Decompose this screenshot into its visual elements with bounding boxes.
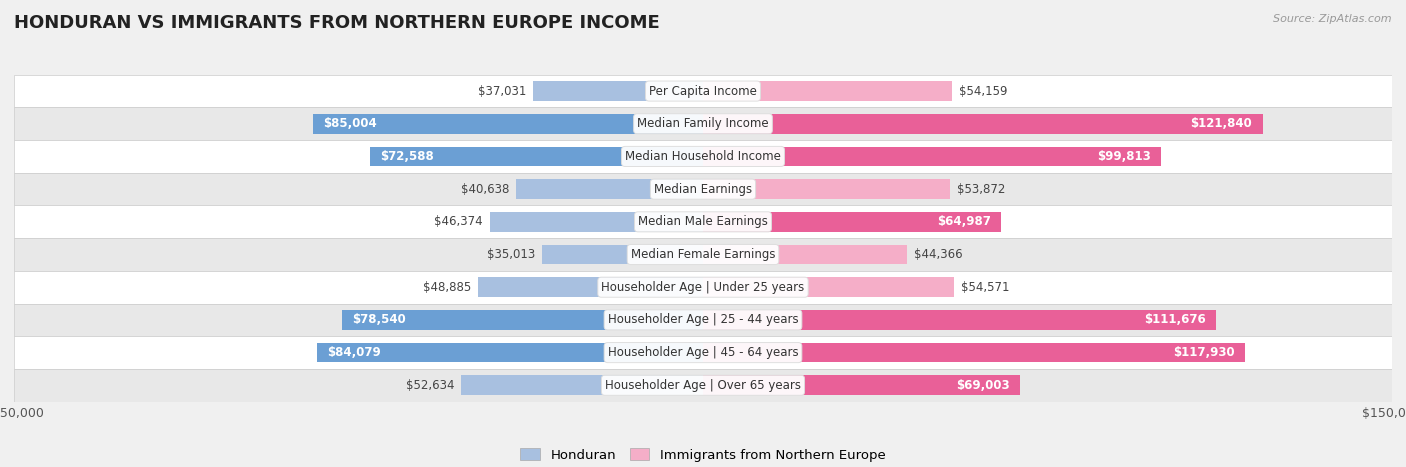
FancyBboxPatch shape — [14, 75, 1392, 107]
Text: $85,004: $85,004 — [323, 117, 377, 130]
Bar — [461, 375, 703, 395]
Text: Householder Age | Under 25 years: Householder Age | Under 25 years — [602, 281, 804, 294]
Text: Householder Age | Over 65 years: Householder Age | Over 65 years — [605, 379, 801, 392]
FancyBboxPatch shape — [14, 271, 1392, 304]
Bar — [703, 179, 950, 199]
Bar — [703, 245, 907, 264]
Text: $40,638: $40,638 — [461, 183, 509, 196]
FancyBboxPatch shape — [14, 238, 1392, 271]
Text: Median Earnings: Median Earnings — [654, 183, 752, 196]
Text: $121,840: $121,840 — [1191, 117, 1253, 130]
Bar — [703, 212, 1001, 232]
Text: $64,987: $64,987 — [938, 215, 991, 228]
Bar — [312, 114, 703, 134]
Text: Median Female Earnings: Median Female Earnings — [631, 248, 775, 261]
Bar — [533, 81, 703, 101]
Bar — [703, 310, 1216, 330]
Text: Per Capita Income: Per Capita Income — [650, 85, 756, 98]
Text: $99,813: $99,813 — [1097, 150, 1152, 163]
Text: Median Household Income: Median Household Income — [626, 150, 780, 163]
Text: $111,676: $111,676 — [1144, 313, 1205, 326]
Text: $52,634: $52,634 — [406, 379, 454, 392]
Bar — [491, 212, 703, 232]
Bar — [316, 343, 703, 362]
FancyBboxPatch shape — [14, 140, 1392, 173]
Text: $44,366: $44,366 — [914, 248, 962, 261]
FancyBboxPatch shape — [14, 369, 1392, 402]
Text: $46,374: $46,374 — [434, 215, 484, 228]
Text: Source: ZipAtlas.com: Source: ZipAtlas.com — [1274, 14, 1392, 24]
Bar — [703, 147, 1161, 166]
Bar — [703, 277, 953, 297]
Bar — [703, 114, 1263, 134]
Text: $117,930: $117,930 — [1173, 346, 1234, 359]
Text: $37,031: $37,031 — [478, 85, 526, 98]
Bar — [516, 179, 703, 199]
Text: $72,588: $72,588 — [380, 150, 433, 163]
FancyBboxPatch shape — [14, 173, 1392, 205]
Bar — [478, 277, 703, 297]
Text: $54,571: $54,571 — [960, 281, 1010, 294]
FancyBboxPatch shape — [14, 304, 1392, 336]
Bar — [370, 147, 703, 166]
Text: HONDURAN VS IMMIGRANTS FROM NORTHERN EUROPE INCOME: HONDURAN VS IMMIGRANTS FROM NORTHERN EUR… — [14, 14, 659, 32]
Text: $78,540: $78,540 — [353, 313, 406, 326]
Text: Median Family Income: Median Family Income — [637, 117, 769, 130]
Text: $84,079: $84,079 — [328, 346, 381, 359]
FancyBboxPatch shape — [14, 107, 1392, 140]
Text: $48,885: $48,885 — [423, 281, 471, 294]
Text: Householder Age | 25 - 44 years: Householder Age | 25 - 44 years — [607, 313, 799, 326]
Bar — [342, 310, 703, 330]
Text: $53,872: $53,872 — [957, 183, 1005, 196]
Bar — [703, 343, 1244, 362]
Text: Householder Age | 45 - 64 years: Householder Age | 45 - 64 years — [607, 346, 799, 359]
FancyBboxPatch shape — [14, 205, 1392, 238]
Text: Median Male Earnings: Median Male Earnings — [638, 215, 768, 228]
Bar — [703, 375, 1019, 395]
Bar — [543, 245, 703, 264]
Text: $35,013: $35,013 — [486, 248, 536, 261]
Text: $69,003: $69,003 — [956, 379, 1010, 392]
Bar — [703, 81, 952, 101]
Text: $54,159: $54,159 — [959, 85, 1007, 98]
Legend: Honduran, Immigrants from Northern Europe: Honduran, Immigrants from Northern Europ… — [515, 443, 891, 467]
FancyBboxPatch shape — [14, 336, 1392, 369]
